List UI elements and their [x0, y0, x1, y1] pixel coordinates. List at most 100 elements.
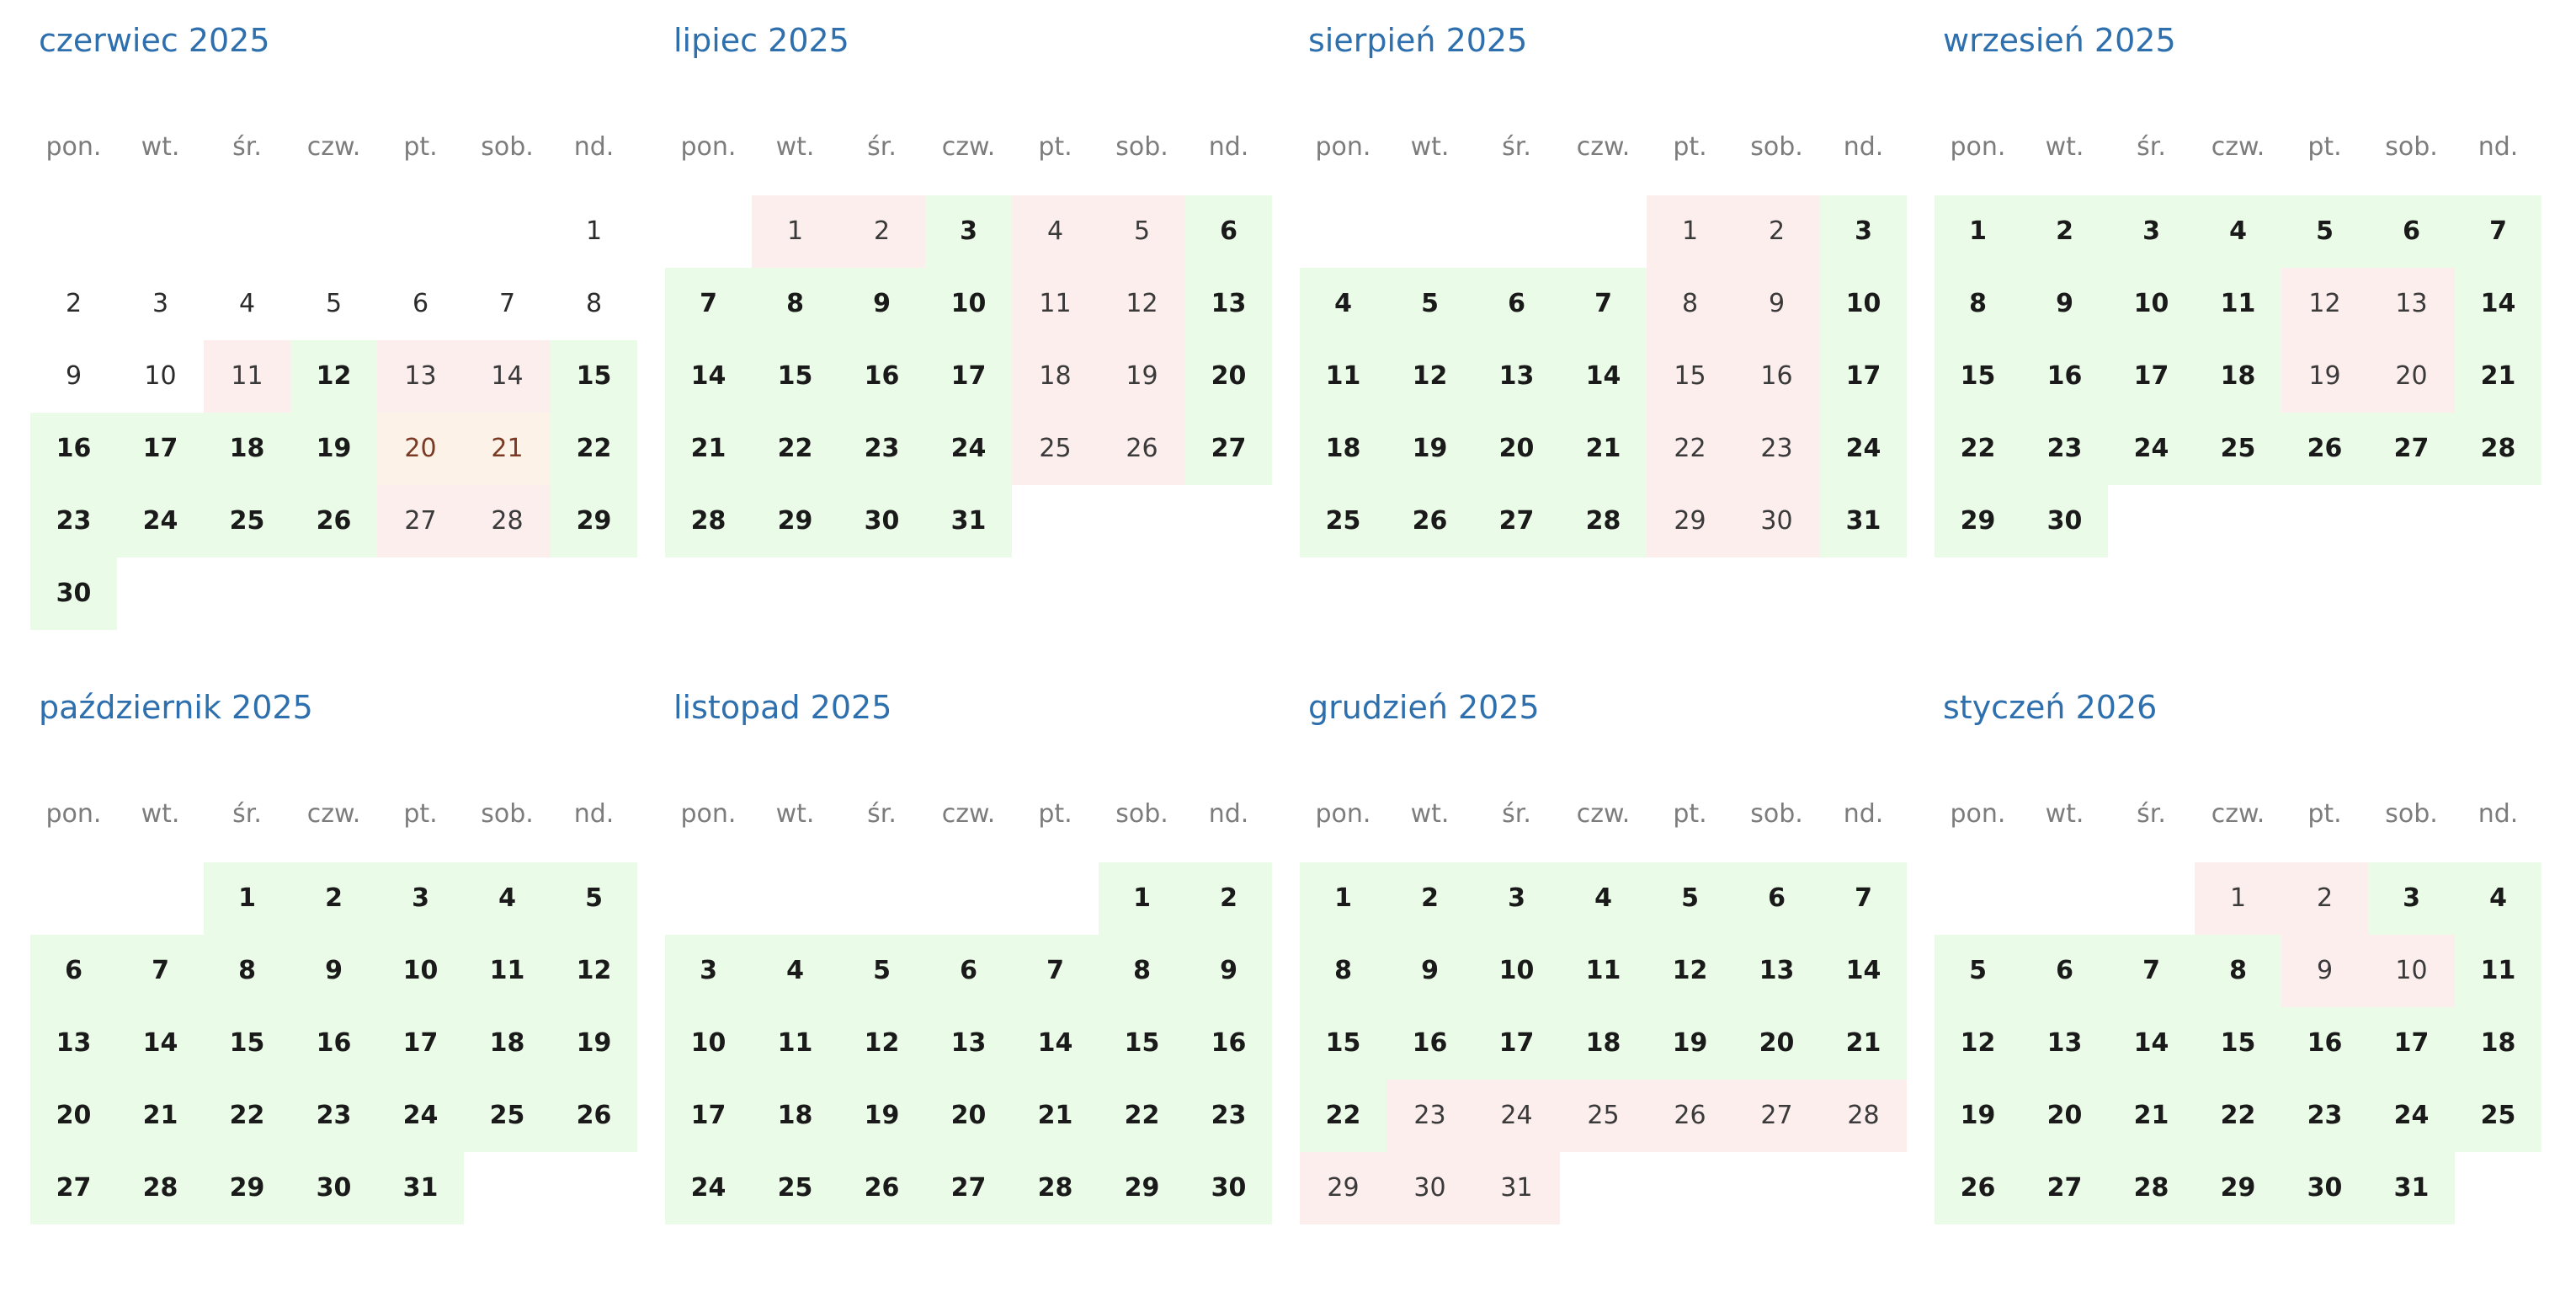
- day-cell-free[interactable]: 12: [1386, 340, 1473, 413]
- day-cell-free[interactable]: 19: [1647, 1007, 1733, 1080]
- day-cell-free[interactable]: 17: [665, 1080, 752, 1152]
- day-cell-booked[interactable]: 26: [1099, 413, 1185, 485]
- day-cell-free[interactable]: 1: [204, 862, 290, 935]
- day-cell-free[interactable]: 28: [117, 1152, 204, 1224]
- day-cell-free[interactable]: 20: [30, 1080, 117, 1152]
- day-cell-booked[interactable]: 5: [1099, 195, 1185, 268]
- day-cell-free[interactable]: 4: [2455, 862, 2541, 935]
- day-cell-free[interactable]: 20: [1473, 413, 1560, 485]
- day-cell-free[interactable]: 27: [925, 1152, 1012, 1224]
- day-cell-free[interactable]: 24: [377, 1080, 464, 1152]
- day-cell-booked[interactable]: 2: [838, 195, 925, 268]
- day-cell-free[interactable]: 5: [838, 935, 925, 1007]
- day-cell-free[interactable]: 24: [2368, 1080, 2455, 1152]
- day-cell-free[interactable]: 24: [1820, 413, 1907, 485]
- day-cell-free[interactable]: 4: [1300, 268, 1386, 340]
- day-cell-free[interactable]: 10: [2108, 268, 2195, 340]
- day-cell-free[interactable]: 13: [30, 1007, 117, 1080]
- day-cell-free[interactable]: 26: [551, 1080, 637, 1152]
- day-cell-free[interactable]: 27: [30, 1152, 117, 1224]
- day-cell-free[interactable]: 10: [377, 935, 464, 1007]
- day-cell-free[interactable]: 29: [1099, 1152, 1185, 1224]
- day-cell-free[interactable]: 2: [1185, 862, 1272, 935]
- day-cell-free[interactable]: 19: [551, 1007, 637, 1080]
- day-cell-free[interactable]: 3: [377, 862, 464, 935]
- day-cell-free[interactable]: 6: [1185, 195, 1272, 268]
- day-cell-free[interactable]: 8: [2195, 935, 2281, 1007]
- day-cell-free[interactable]: 8: [1099, 935, 1185, 1007]
- day-cell-free[interactable]: 5: [1386, 268, 1473, 340]
- day-cell-free[interactable]: 16: [1185, 1007, 1272, 1080]
- day-cell-free[interactable]: 2: [1386, 862, 1473, 935]
- day-cell-free[interactable]: 12: [1935, 1007, 2021, 1080]
- day-cell-free[interactable]: 1: [1099, 862, 1185, 935]
- day-cell-free[interactable]: 10: [665, 1007, 752, 1080]
- day-cell-booked[interactable]: 1: [1647, 195, 1733, 268]
- day-cell-booked[interactable]: 9: [2281, 935, 2368, 1007]
- day-cell-free[interactable]: 25: [752, 1152, 838, 1224]
- day-cell-booked[interactable]: 12: [1099, 268, 1185, 340]
- day-cell-booked[interactable]: 30: [1386, 1152, 1473, 1224]
- day-cell-free[interactable]: 18: [752, 1080, 838, 1152]
- day-cell-free[interactable]: 11: [1560, 935, 1647, 1007]
- day-cell-free[interactable]: 7: [2108, 935, 2195, 1007]
- day-cell-free[interactable]: 10: [1473, 935, 1560, 1007]
- day-cell-free[interactable]: 30: [30, 557, 117, 630]
- day-cell-booked[interactable]: 31: [1473, 1152, 1560, 1224]
- day-cell-free[interactable]: 12: [1647, 935, 1733, 1007]
- day-cell-free[interactable]: 25: [2455, 1080, 2541, 1152]
- day-cell-free[interactable]: 4: [464, 862, 551, 935]
- day-cell-free[interactable]: 26: [1386, 485, 1473, 557]
- day-cell-booked[interactable]: 9: [1733, 268, 1820, 340]
- day-cell-free[interactable]: 16: [290, 1007, 377, 1080]
- day-cell-partial[interactable]: 20: [377, 413, 464, 485]
- day-cell-free[interactable]: 14: [2455, 268, 2541, 340]
- day-cell-free[interactable]: 31: [2368, 1152, 2455, 1224]
- day-cell-booked[interactable]: 1: [752, 195, 838, 268]
- day-cell-free[interactable]: 25: [464, 1080, 551, 1152]
- day-cell-free[interactable]: 17: [1473, 1007, 1560, 1080]
- day-cell-free[interactable]: 29: [1935, 485, 2021, 557]
- day-cell-free[interactable]: 1: [1935, 195, 2021, 268]
- day-cell-free[interactable]: 16: [1386, 1007, 1473, 1080]
- day-cell-free[interactable]: 28: [665, 485, 752, 557]
- day-cell-free[interactable]: 22: [752, 413, 838, 485]
- day-cell-booked[interactable]: 29: [1300, 1152, 1386, 1224]
- day-cell-free[interactable]: 4: [2195, 195, 2281, 268]
- day-cell-free[interactable]: 6: [925, 935, 1012, 1007]
- day-cell-free[interactable]: 12: [290, 340, 377, 413]
- day-cell-free[interactable]: 8: [1935, 268, 2021, 340]
- day-cell-free[interactable]: 7: [2455, 195, 2541, 268]
- day-cell-free[interactable]: 22: [204, 1080, 290, 1152]
- day-cell-booked[interactable]: 14: [464, 340, 551, 413]
- day-cell-free[interactable]: 24: [665, 1152, 752, 1224]
- day-cell-free[interactable]: 3: [2368, 862, 2455, 935]
- day-cell-free[interactable]: 15: [2195, 1007, 2281, 1080]
- day-cell-booked[interactable]: 12: [2281, 268, 2368, 340]
- day-cell-booked[interactable]: 1: [2195, 862, 2281, 935]
- day-cell-free[interactable]: 9: [1185, 935, 1272, 1007]
- day-cell-free[interactable]: 23: [838, 413, 925, 485]
- day-cell-free[interactable]: 21: [2108, 1080, 2195, 1152]
- day-cell-booked[interactable]: 19: [1099, 340, 1185, 413]
- day-cell-booked[interactable]: 22: [1647, 413, 1733, 485]
- day-cell-free[interactable]: 29: [204, 1152, 290, 1224]
- day-cell-free[interactable]: 15: [1935, 340, 2021, 413]
- day-cell-free[interactable]: 5: [2281, 195, 2368, 268]
- day-cell-free[interactable]: 21: [1012, 1080, 1099, 1152]
- day-cell-free[interactable]: 3: [1820, 195, 1907, 268]
- day-cell-free[interactable]: 22: [551, 413, 637, 485]
- day-cell-booked[interactable]: 29: [1647, 485, 1733, 557]
- day-cell-booked[interactable]: 10: [2368, 935, 2455, 1007]
- day-cell-free[interactable]: 17: [925, 340, 1012, 413]
- day-cell-free[interactable]: 28: [1012, 1152, 1099, 1224]
- day-cell-free[interactable]: 30: [838, 485, 925, 557]
- day-cell-free[interactable]: 14: [1012, 1007, 1099, 1080]
- day-cell-booked[interactable]: 2: [2281, 862, 2368, 935]
- day-cell-free[interactable]: 27: [2021, 1152, 2108, 1224]
- day-cell-free[interactable]: 12: [838, 1007, 925, 1080]
- day-cell-free[interactable]: 3: [665, 935, 752, 1007]
- day-cell-free[interactable]: 26: [1935, 1152, 2021, 1224]
- day-cell-free[interactable]: 18: [464, 1007, 551, 1080]
- day-cell-free[interactable]: 18: [2455, 1007, 2541, 1080]
